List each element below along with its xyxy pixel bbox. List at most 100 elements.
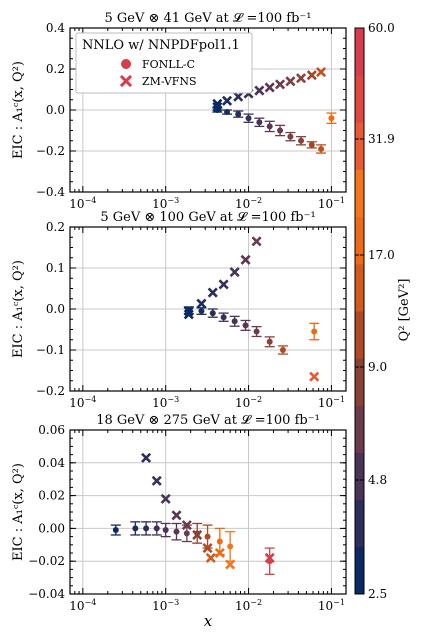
y-tick-label: 0.4 (46, 21, 65, 35)
x-tick-label: 10−1 (318, 598, 345, 613)
colorbar-tick-label: 60.0 (368, 21, 395, 35)
y-tick-label: 0.0 (46, 103, 65, 117)
x-tick-label: 10−3 (152, 395, 179, 410)
x-tick-label: 10−2 (235, 598, 262, 613)
x-tick-label: 10−4 (69, 598, 96, 613)
zm-point (171, 510, 182, 521)
fonll-point (209, 310, 216, 317)
y-tick-label: −0.2 (36, 144, 65, 158)
fonll-point (216, 538, 223, 545)
fonll-point (153, 525, 160, 532)
y-tick-label: 0.2 (46, 220, 65, 234)
zm-point (251, 236, 262, 247)
zm-point (212, 101, 223, 112)
y-tick-label: −0.1 (36, 343, 65, 357)
colorbar-tick-label: 4.8 (368, 473, 387, 487)
zm-point (205, 552, 216, 563)
fonll-point (198, 308, 205, 315)
y-tick-label: −0.2 (36, 384, 65, 398)
legend-label: FONLL-C (142, 58, 195, 71)
zm-point (306, 70, 317, 81)
zm-point (233, 91, 244, 102)
x-tick-label: 10−4 (69, 395, 96, 410)
fonll-point (266, 123, 273, 130)
fonll-point (143, 525, 150, 532)
fonll-point (173, 528, 180, 535)
y-tick-label: 0.02 (38, 489, 65, 503)
fonll-point (279, 347, 286, 353)
fonll-point (253, 328, 260, 335)
zm-point (254, 85, 265, 96)
fonll-point (235, 111, 242, 118)
zm-point (221, 95, 233, 106)
colorbar-segment (355, 358, 364, 406)
fonll-point (266, 338, 273, 345)
x-tick-label: 10−4 (69, 196, 96, 211)
fonll-point (328, 115, 335, 122)
fonll-point (245, 115, 252, 122)
zm-point (229, 267, 240, 278)
zm-point (285, 76, 296, 87)
legend-title: NNLO w/ NNPDFpol1.1 (82, 38, 240, 53)
colorbar-segment (355, 216, 364, 265)
panel-title: 5 GeV ⊗ 100 GeV at 𝓛 =100 fb⁻¹ (100, 210, 315, 225)
legend-zm-marker (119, 74, 133, 88)
fonll-point (308, 141, 315, 148)
zm-point (151, 475, 162, 486)
zm-point (240, 254, 251, 265)
x-tick-label: 10−3 (152, 598, 179, 613)
x-tick-label: 10−2 (235, 196, 262, 211)
zm-point (141, 452, 152, 463)
y-tick-label: −0.4 (36, 185, 66, 199)
x-tick-label: 10−3 (152, 196, 179, 211)
y-axis-label: EIC : A₁ᶜ(x, Q²) (11, 463, 26, 561)
colorbar-frame (354, 27, 365, 595)
zm-point (214, 547, 225, 559)
fonll-point (231, 318, 238, 325)
colorbar-segment (355, 263, 364, 312)
zm-point (309, 371, 320, 382)
fonll-point (204, 533, 211, 540)
zm-point (183, 309, 194, 320)
fonll-point (298, 137, 305, 144)
legend-box (75, 32, 253, 94)
colorbar-label: Q² [GeV²] (397, 279, 412, 342)
colorbar-segment (355, 499, 364, 548)
colorbar-tick-label: 17.0 (368, 248, 395, 262)
panel-title: 5 GeV ⊗ 41 GeV at 𝓛 =100 fb⁻¹ (104, 11, 311, 26)
plot-frame (69, 429, 347, 595)
zm-point (207, 287, 218, 298)
zm-point (264, 552, 275, 563)
colorbar-segment (355, 452, 364, 501)
zm-point (196, 298, 207, 309)
fonll-point (287, 133, 294, 140)
colorbar-segment (355, 169, 364, 218)
x-tick-label: 10−1 (318, 395, 345, 410)
zm-point (160, 493, 171, 504)
colorbar-tick-label: 9.0 (368, 360, 387, 374)
zm-point (218, 279, 229, 290)
colorbar-segment (355, 405, 364, 453)
zm-point (202, 543, 213, 554)
colorbar-segment (355, 75, 364, 123)
x-tick-label: 10−1 (318, 196, 345, 211)
y-tick-label: −0.02 (28, 554, 65, 568)
x-axis-label: x (204, 612, 213, 630)
y-tick-label: 0.04 (38, 456, 65, 470)
y-axis-label: EIC : A₁ᶜ(x, Q²) (11, 260, 26, 358)
colorbar-tick-label: 31.9 (368, 132, 395, 146)
y-tick-label: 0.06 (38, 423, 65, 437)
zm-point (275, 79, 286, 90)
zm-point (181, 520, 192, 531)
y-tick-label: 0.0 (46, 302, 65, 316)
colorbar-segment (355, 122, 364, 170)
y-tick-label: 0.2 (46, 62, 65, 76)
zm-point (296, 73, 307, 84)
fonll-point (224, 109, 231, 116)
fonll-point (227, 543, 234, 550)
panel-title: 18 GeV ⊗ 275 GeV at 𝓛 =100 fb⁻¹ (96, 413, 320, 428)
fonll-point (242, 322, 249, 329)
colorbar-tick-label: 2.5 (368, 587, 387, 601)
legend-label: ZM-VFNS (142, 75, 197, 88)
y-tick-label: −0.04 (28, 587, 65, 601)
